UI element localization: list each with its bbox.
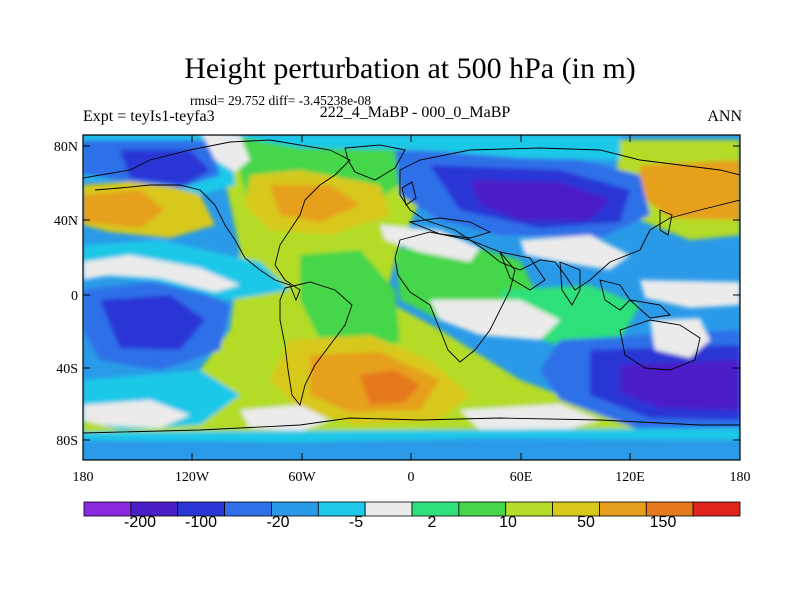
lon-tick-label: 60E xyxy=(510,470,533,485)
plot-title: Height perturbation at 500 hPa (in m) xyxy=(184,52,636,85)
colorbar xyxy=(83,501,741,517)
colorbar-label: -200 xyxy=(123,514,157,531)
colorbar-label: 150 xyxy=(649,514,677,531)
lon-axis: 180 120W 60W 0 60E 120E 180 xyxy=(73,470,751,485)
colorbar-label: 2 xyxy=(427,514,437,531)
lon-tick-label: 120E xyxy=(615,470,645,485)
tick-marks xyxy=(82,135,741,460)
lat-tick-label: 40N xyxy=(54,214,78,229)
stats-label: rmsd= 29.752 diff= -3.45238e-08 xyxy=(190,93,372,108)
lat-tick-label: 40S xyxy=(56,362,78,377)
lon-tick-label: 180 xyxy=(73,470,94,485)
lon-tick-label: 60W xyxy=(288,470,316,485)
lat-axis: 80N 40N 0 40S 80S xyxy=(54,140,78,449)
lon-tick-label: 120W xyxy=(175,470,210,485)
colorbar-label: -20 xyxy=(266,514,290,531)
lat-tick-label: 80N xyxy=(54,140,78,155)
contour-field xyxy=(83,135,740,460)
period-label: 222_4_MaBP - 000_0_MaBP xyxy=(319,104,511,121)
colorbar-label: 50 xyxy=(577,514,595,531)
season-label: ANN xyxy=(707,108,742,125)
coastlines xyxy=(83,139,740,434)
lon-tick-label: 0 xyxy=(408,470,415,485)
colorbar-label: -5 xyxy=(348,514,364,531)
experiment-label: Expt = teyIs1-teyfa3 xyxy=(83,108,215,125)
lat-tick-label: 0 xyxy=(71,289,78,304)
colorbar-labels: -200 -100 -20 -5 2 10 50 150 xyxy=(0,514,800,538)
lon-tick-label: 180 xyxy=(730,470,751,485)
colorbar-label: 10 xyxy=(499,514,517,531)
colorbar-label: -100 xyxy=(184,514,218,531)
colorbar-swatch xyxy=(692,501,741,517)
lat-tick-label: 80S xyxy=(56,434,78,449)
